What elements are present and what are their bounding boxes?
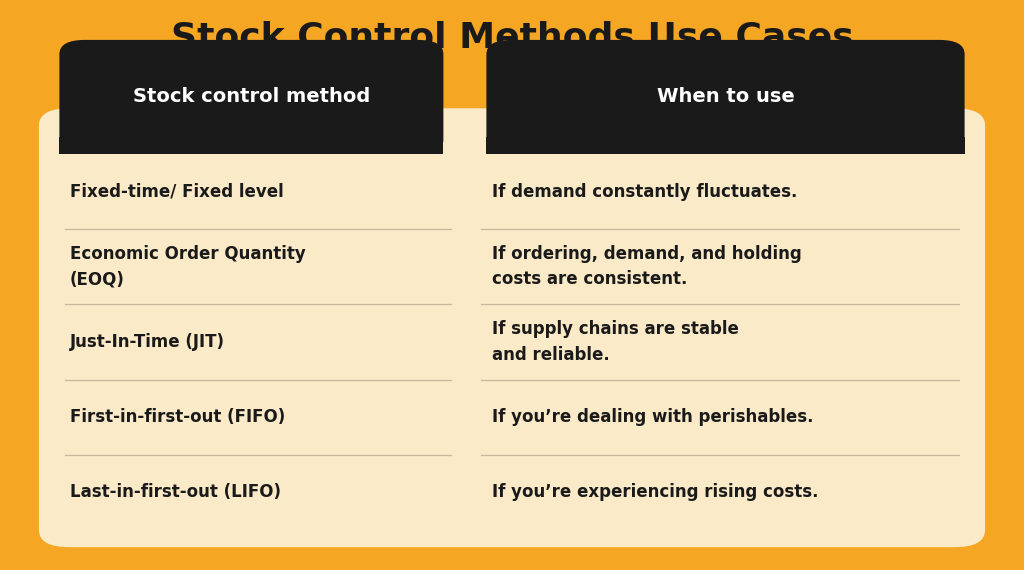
- Text: Economic Order Quantity
(EOQ): Economic Order Quantity (EOQ): [70, 245, 305, 288]
- Text: Just-In-Time (JIT): Just-In-Time (JIT): [70, 333, 224, 351]
- Bar: [59, 137, 443, 154]
- Text: Stock Control Methods Use Cases: Stock Control Methods Use Cases: [171, 20, 853, 54]
- Text: First-in-first-out (FIFO): First-in-first-out (FIFO): [70, 408, 285, 426]
- Text: Fixed-time/ Fixed level: Fixed-time/ Fixed level: [70, 182, 284, 201]
- Text: If demand constantly fluctuates.: If demand constantly fluctuates.: [492, 182, 797, 201]
- Text: If ordering, demand, and holding
costs are consistent.: If ordering, demand, and holding costs a…: [492, 245, 801, 288]
- Text: If you’re experiencing rising costs.: If you’re experiencing rising costs.: [492, 483, 818, 502]
- FancyBboxPatch shape: [39, 108, 985, 547]
- Text: If you’re dealing with perishables.: If you’re dealing with perishables.: [492, 408, 813, 426]
- Text: If supply chains are stable
and reliable.: If supply chains are stable and reliable…: [492, 320, 738, 364]
- Text: Last-in-first-out (LIFO): Last-in-first-out (LIFO): [70, 483, 281, 502]
- Bar: [486, 137, 965, 154]
- Text: When to use: When to use: [656, 87, 795, 107]
- Text: Stock control method: Stock control method: [133, 87, 370, 107]
- FancyBboxPatch shape: [486, 40, 965, 154]
- FancyBboxPatch shape: [59, 40, 443, 154]
